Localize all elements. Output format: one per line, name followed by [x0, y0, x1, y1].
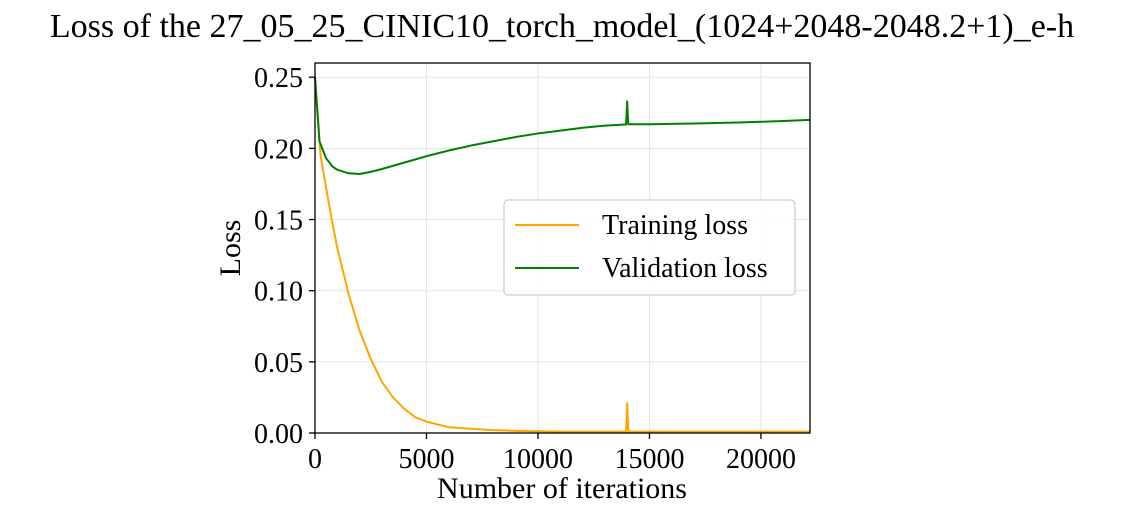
- y-tick-label: 0.05: [254, 348, 303, 379]
- x-tick-label: 5000: [398, 444, 454, 475]
- x-tick-label: 0: [308, 444, 322, 475]
- legend: Training loss Validation loss: [503, 199, 796, 296]
- series-lines: [314, 77, 811, 433]
- legend-box: [503, 199, 796, 296]
- training-loss-line: [314, 77, 810, 433]
- legend-training-label: Training loss: [602, 210, 748, 241]
- y-tick-label: 0.00: [254, 419, 303, 450]
- plot-area-frame: [314, 62, 811, 434]
- x-tick-label: 20000: [726, 444, 796, 475]
- x-tick-label: 10000: [503, 444, 573, 475]
- y-tick-label: 0.25: [254, 63, 303, 94]
- x-tick-label: 15000: [614, 444, 684, 475]
- axis-ticks: 0 5000 10000 15000 20000 0.00 0.05 0.10 0.15 0.20…: [254, 63, 796, 475]
- validation-loss-line: [314, 77, 811, 175]
- legend-validation-label: Validation loss: [602, 253, 768, 284]
- y-axis-label: Loss: [214, 220, 247, 277]
- y-tick-label: 0.15: [254, 206, 303, 237]
- x-axis-label: Number of iterations: [437, 472, 687, 505]
- y-tick-label: 0.20: [254, 134, 303, 165]
- chart-title: Loss of the 27_05_25_CINIC10_torch_model…: [50, 8, 1074, 45]
- y-tick-label: 0.10: [254, 277, 303, 308]
